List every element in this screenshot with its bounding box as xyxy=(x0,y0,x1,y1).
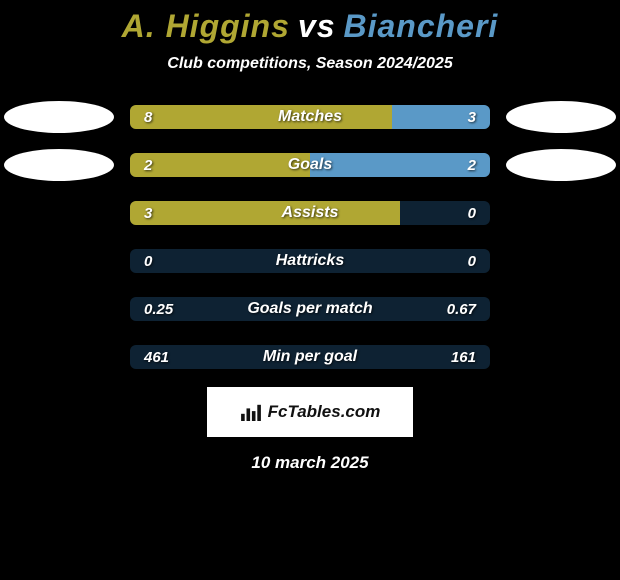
source-badge: FcTables.com xyxy=(207,387,413,437)
stat-row: 22Goals xyxy=(0,153,620,177)
subtitle: Club competitions, Season 2024/2025 xyxy=(0,55,620,73)
player1-avatar xyxy=(4,149,114,181)
right-value: 0 xyxy=(468,249,476,273)
left-value: 0.25 xyxy=(144,297,173,321)
right-value: 0 xyxy=(468,201,476,225)
title: A. HigginsvsBiancheri xyxy=(0,8,620,45)
stat-bar: 30Assists xyxy=(130,201,490,225)
right-value: 161 xyxy=(451,345,476,369)
vs-text: vs xyxy=(298,8,336,44)
left-value: 0 xyxy=(144,249,152,273)
stat-row: 30Assists xyxy=(0,201,620,225)
bar-left-fill xyxy=(130,201,400,225)
bar-left-fill xyxy=(130,105,392,129)
bars-icon xyxy=(240,403,262,421)
stat-label: Hattricks xyxy=(130,249,490,273)
stat-bar: 461 161Min per goal xyxy=(130,345,490,369)
stats-rows: 83Matches22Goals30Assists00Hattricks0.25… xyxy=(0,105,620,369)
player1-avatar xyxy=(4,101,114,133)
player2-name: Biancheri xyxy=(343,8,498,44)
stat-row: 0 0Hattricks xyxy=(0,249,620,273)
stat-bar: 0.25 0.67Goals per match xyxy=(130,297,490,321)
player2-avatar xyxy=(506,101,616,133)
bar-left-fill xyxy=(130,153,310,177)
comparison-card: A. HigginsvsBiancheri Club competitions,… xyxy=(0,0,620,473)
stat-row: 461 161Min per goal xyxy=(0,345,620,369)
stat-bar: 83Matches xyxy=(130,105,490,129)
badge-text: FcTables.com xyxy=(268,402,381,422)
left-value: 461 xyxy=(144,345,169,369)
stat-row: 83Matches xyxy=(0,105,620,129)
bar-right-fill xyxy=(392,105,490,129)
player1-name: A. Higgins xyxy=(122,8,290,44)
stat-label: Goals per match xyxy=(130,297,490,321)
bar-right-fill xyxy=(310,153,490,177)
right-value: 0.67 xyxy=(447,297,476,321)
player2-avatar xyxy=(506,149,616,181)
stat-bar: 22Goals xyxy=(130,153,490,177)
date-text: 10 march 2025 xyxy=(0,453,620,473)
stat-bar: 0 0Hattricks xyxy=(130,249,490,273)
stat-label: Min per goal xyxy=(130,345,490,369)
stat-row: 0.25 0.67Goals per match xyxy=(0,297,620,321)
